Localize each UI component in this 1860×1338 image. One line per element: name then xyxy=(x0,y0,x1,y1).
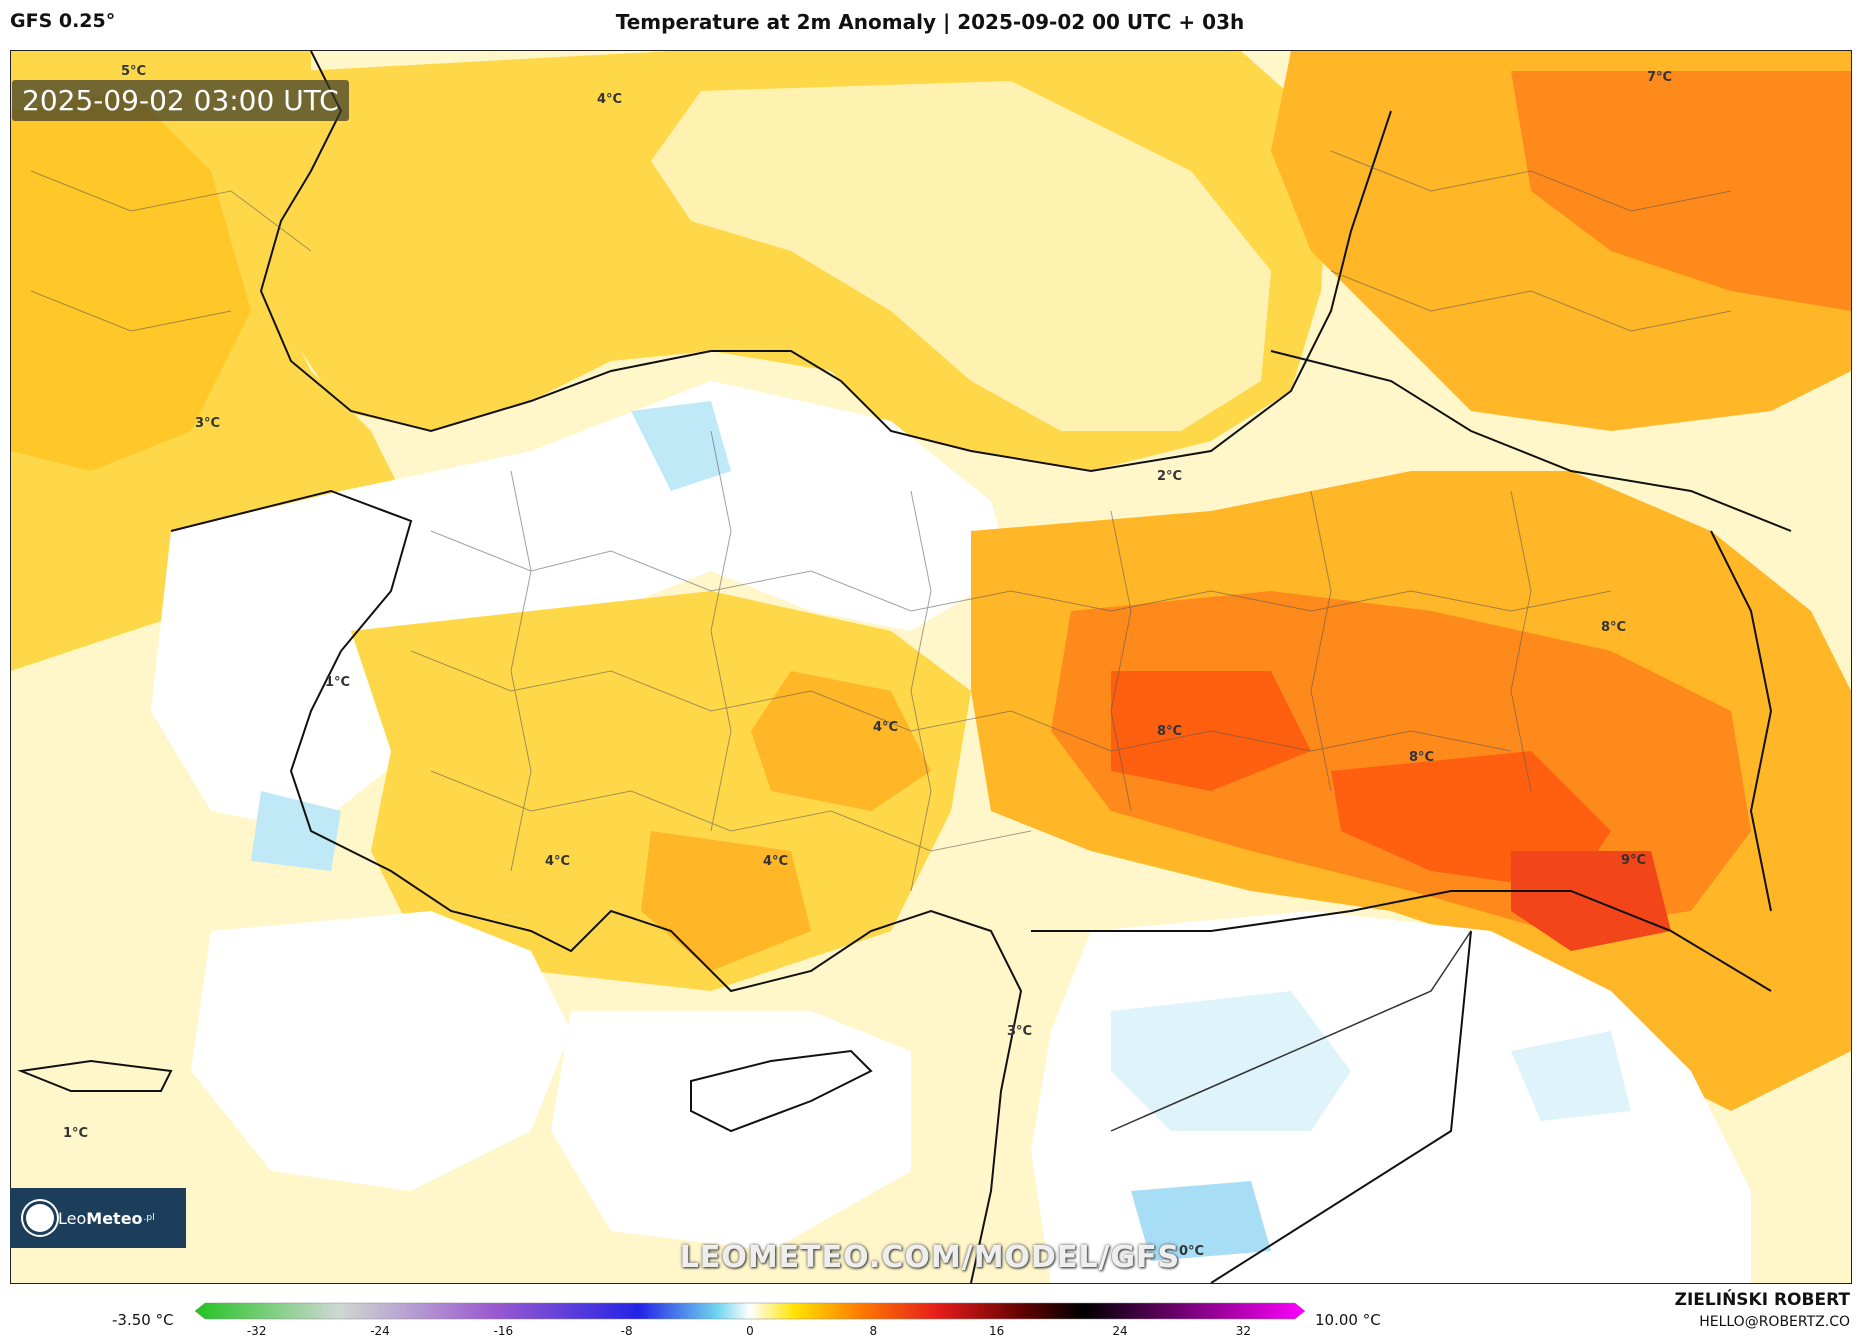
colorbar xyxy=(195,1302,1305,1320)
colorbar-ramp xyxy=(195,1302,1305,1320)
hot-core-9c xyxy=(1511,851,1671,951)
model-name: GFS 0.25° xyxy=(10,10,116,32)
black-sea-coastline xyxy=(259,51,1392,473)
warm-core-south xyxy=(641,831,811,971)
iraq-border xyxy=(1210,930,1472,1283)
aegean-med-coastline xyxy=(170,489,1023,1283)
temp-label: 3°C xyxy=(1007,1024,1032,1039)
temp-label: 0°C xyxy=(1179,1244,1204,1259)
colorbar-tick-label: -8 xyxy=(620,1324,633,1338)
temp-label: 1°C xyxy=(325,675,350,690)
temp-label: 7°C xyxy=(1647,70,1672,85)
colorbar-tick-label: 24 xyxy=(1112,1324,1128,1338)
cool-spot-west xyxy=(251,791,341,871)
light-yellow-patch xyxy=(651,81,1271,431)
cool-patch-iraq xyxy=(1111,991,1351,1131)
warm-core-4c xyxy=(751,671,931,811)
map-title: Temperature at 2m Anomaly | 2025-09-02 0… xyxy=(615,10,1245,34)
balkans-orange-patch xyxy=(11,91,251,471)
leometeo-logo[interactable]: LeoMeteo .pl xyxy=(10,1188,186,1248)
logo-suffix: .pl xyxy=(143,1213,155,1223)
caucasus-border xyxy=(1270,350,1792,532)
scale-min-label: -3.50 °C xyxy=(112,1311,174,1329)
author-email: HELLO@ROBERTZ.CO xyxy=(1699,1314,1850,1330)
province-lines xyxy=(30,150,1732,892)
scale-max-label: 10.00 °C xyxy=(1315,1311,1381,1329)
caucasus-hot xyxy=(1511,71,1851,311)
cool-patch-0c xyxy=(1131,1181,1271,1261)
colorbar-tick-label: 0 xyxy=(746,1324,754,1338)
author-name: ZIELIŃSKI ROBERT xyxy=(1674,1290,1850,1310)
temp-label: 8°C xyxy=(1409,750,1434,765)
temp-label: 8°C xyxy=(1157,724,1182,739)
crete-coastline xyxy=(17,1059,173,1092)
colorbar-tick-label: 8 xyxy=(869,1324,878,1338)
temp-label: 4°C xyxy=(545,854,570,869)
med-neutral-west xyxy=(191,911,571,1191)
temp-label: 9°C xyxy=(1621,853,1646,868)
temp-label: 8°C xyxy=(1601,620,1626,635)
logo-text: LeoMeteo xyxy=(58,1208,143,1228)
syria-iraq-border xyxy=(1110,930,1472,1132)
cool-spot-north xyxy=(631,401,731,491)
watermark-url: LEOMETEO.COM/MODEL/GFS xyxy=(679,1240,1181,1275)
anomaly-map: 5°C 4°C 7°C 3°C 2°C 8°C 1°C 4°C 8°C 8°C … xyxy=(11,51,1851,1283)
temp-label: 4°C xyxy=(597,92,622,107)
colorbar-tick-label: 32 xyxy=(1235,1324,1251,1338)
colorbar-tick-label: -32 xyxy=(246,1324,267,1338)
sun-icon xyxy=(26,1204,54,1232)
turkey-iran-border xyxy=(1710,530,1773,912)
cool-patch-east xyxy=(1511,1031,1631,1121)
colorbar-tick-label: -16 xyxy=(493,1324,514,1338)
colorbar-tick-label: -24 xyxy=(370,1324,390,1338)
valid-time-badge: 2025-09-02 03:00 UTC xyxy=(12,80,349,121)
map-area[interactable]: 5°C 4°C 7°C 3°C 2°C 8°C 1°C 4°C 8°C 8°C … xyxy=(10,50,1852,1284)
colorbar-tick-label: 16 xyxy=(989,1324,1005,1338)
temp-label: 3°C xyxy=(195,416,220,431)
cyprus-coastline xyxy=(690,1049,873,1133)
temp-label: 4°C xyxy=(763,854,788,869)
temp-label: 5°C xyxy=(121,64,146,79)
temp-label: 1°C xyxy=(63,1126,88,1141)
temp-label: 2°C xyxy=(1157,469,1182,484)
turkey-syria-border xyxy=(1031,890,1772,992)
temp-label: 4°C xyxy=(873,720,898,735)
author-credit: ZIELIŃSKI ROBERT HELLO@ROBERTZ.CO xyxy=(1675,1290,1850,1330)
